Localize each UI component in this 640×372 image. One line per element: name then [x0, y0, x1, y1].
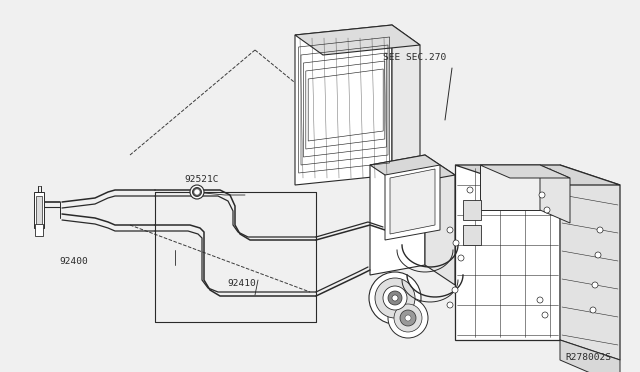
Polygon shape [455, 165, 620, 185]
Polygon shape [455, 165, 560, 340]
Polygon shape [560, 165, 620, 360]
Circle shape [544, 207, 550, 213]
Polygon shape [480, 165, 570, 178]
Text: SEE SEC.270: SEE SEC.270 [383, 53, 446, 62]
Circle shape [453, 240, 459, 246]
Circle shape [190, 185, 204, 199]
Circle shape [539, 192, 545, 198]
Polygon shape [34, 192, 44, 228]
Bar [463, 225, 481, 245]
Polygon shape [370, 155, 425, 275]
Bar [463, 200, 481, 220]
Circle shape [193, 187, 202, 196]
Circle shape [472, 202, 478, 208]
Circle shape [467, 187, 473, 193]
Circle shape [592, 282, 598, 288]
Polygon shape [425, 155, 455, 285]
Circle shape [388, 298, 428, 338]
Polygon shape [295, 25, 392, 185]
Circle shape [542, 312, 548, 318]
Circle shape [375, 278, 415, 318]
Text: 92400: 92400 [59, 257, 88, 266]
Polygon shape [295, 25, 420, 55]
Circle shape [369, 272, 421, 324]
Circle shape [590, 307, 596, 313]
Circle shape [388, 291, 402, 305]
Text: 92410: 92410 [227, 279, 256, 288]
Polygon shape [392, 25, 420, 195]
Circle shape [400, 310, 416, 326]
Text: 92521C: 92521C [184, 175, 219, 184]
Circle shape [405, 315, 411, 321]
Text: R278002S: R278002S [565, 353, 611, 362]
Circle shape [452, 287, 458, 293]
Circle shape [195, 189, 200, 195]
Polygon shape [540, 165, 570, 223]
Circle shape [537, 297, 543, 303]
Polygon shape [560, 340, 620, 372]
Polygon shape [36, 196, 42, 224]
Circle shape [447, 227, 453, 233]
Polygon shape [480, 165, 540, 210]
Circle shape [394, 304, 422, 332]
Circle shape [447, 302, 453, 308]
Circle shape [597, 227, 603, 233]
Polygon shape [370, 155, 455, 185]
Circle shape [458, 255, 464, 261]
Polygon shape [35, 224, 43, 236]
Circle shape [595, 252, 601, 258]
Circle shape [392, 295, 398, 301]
Polygon shape [390, 169, 435, 234]
Circle shape [383, 286, 407, 310]
Polygon shape [385, 165, 440, 240]
